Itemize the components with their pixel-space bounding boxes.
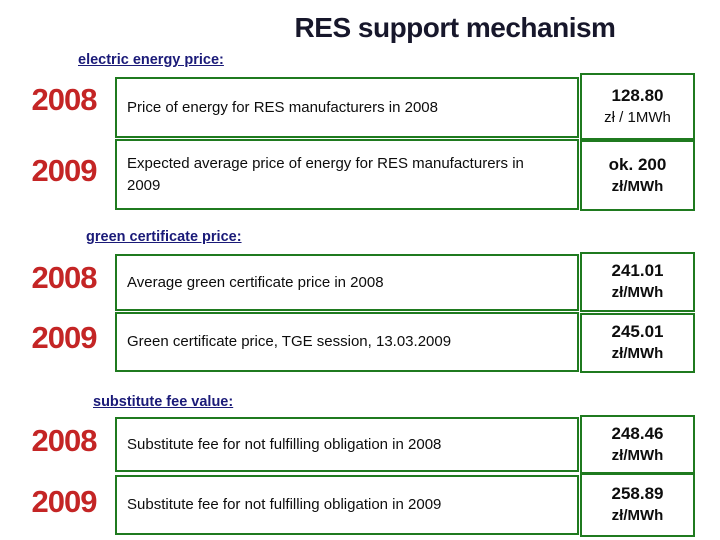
description-text: Green certificate price, TGE session, 13…: [127, 333, 452, 351]
description-text: Substitute fee for not fulfilling obliga…: [127, 435, 442, 453]
value-amount: 258.89: [611, 484, 664, 504]
value-unit: zł/MWh: [611, 345, 664, 363]
value-box: 241.01 zł/MWh: [580, 252, 695, 312]
year-label: 2009: [31, 153, 98, 188]
value-amount: ok. 200: [608, 154, 667, 174]
value-unit: zł/MWh: [611, 446, 664, 464]
description-box: Substitute fee for not fulfilling obliga…: [115, 417, 579, 472]
description-box: Substitute fee for not fulfilling obliga…: [115, 475, 579, 535]
section-label-green-certificate-price: green certificate price:: [86, 229, 242, 245]
year-label: 2009: [31, 320, 98, 355]
value-unit: zł / 1MWh: [604, 108, 671, 126]
value-box: ok. 200 zł/MWh: [580, 140, 695, 211]
value-box: 248.46 zł/MWh: [580, 415, 695, 474]
value-unit: zł/MWh: [611, 507, 664, 525]
description-text: Average green certificate price in 2008: [127, 273, 384, 291]
description-box: Average green certificate price in 2008: [115, 254, 579, 311]
value-amount: 248.46: [611, 423, 664, 443]
description-text: Price of energy for RES manufacturers in…: [127, 98, 438, 116]
description-box: Expected average price of energy for RES…: [115, 139, 579, 210]
value-amount: 245.01: [611, 322, 664, 342]
value-unit: zł/MWh: [611, 177, 664, 195]
value-amount: 128.80: [611, 85, 664, 105]
value-unit: zł/MWh: [611, 284, 664, 302]
year-label: 2008: [31, 423, 98, 458]
value-box: 258.89 zł/MWh: [580, 473, 695, 537]
year-label: 2008: [31, 82, 98, 117]
year-label: 2009: [31, 484, 98, 519]
value-box: 245.01 zł/MWh: [580, 313, 695, 373]
section-label-substitute-fee-value: substitute fee value:: [93, 394, 234, 410]
section-label-electric-energy-price: electric energy price:: [78, 52, 224, 68]
page-title: RES support mechanism: [294, 12, 616, 43]
description-box: Green certificate price, TGE session, 13…: [115, 312, 579, 372]
description-box: Price of energy for RES manufacturers in…: [115, 77, 579, 138]
value-box: 128.80 zł / 1MWh: [580, 73, 695, 140]
value-amount: 241.01: [611, 261, 664, 281]
description-text: Substitute fee for not fulfilling obliga…: [127, 496, 442, 514]
year-label: 2008: [31, 260, 98, 295]
description-text: Expected average price of energy for RES…: [127, 154, 524, 194]
